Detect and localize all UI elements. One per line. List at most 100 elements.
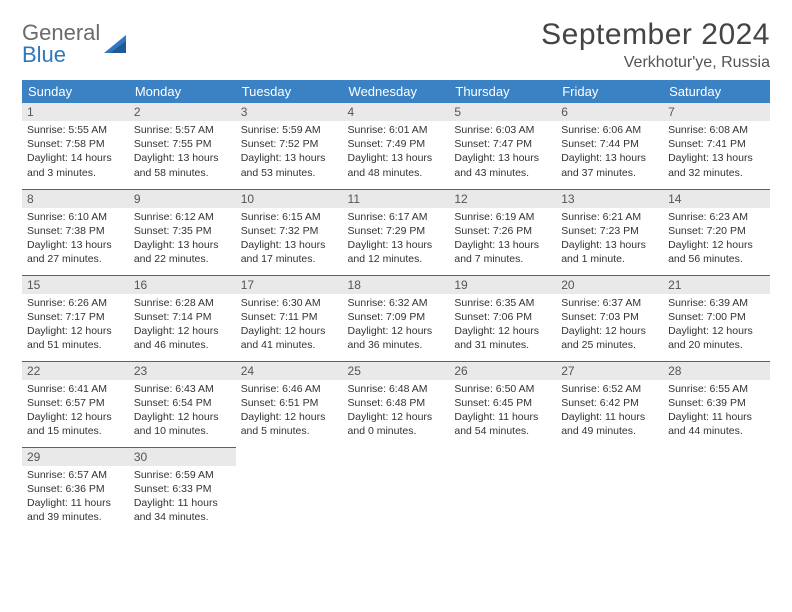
- daylight-line: Daylight: 13 hours and 12 minutes.: [348, 238, 445, 266]
- day-number: 4: [343, 103, 450, 121]
- day-details: Sunrise: 5:57 AMSunset: 7:55 PMDaylight:…: [129, 121, 236, 184]
- daylight-line: Daylight: 11 hours and 54 minutes.: [454, 410, 551, 438]
- sunrise-line: Sunrise: 6:39 AM: [668, 296, 765, 310]
- calendar-cell-empty: [343, 447, 450, 533]
- daylight-line: Daylight: 13 hours and 7 minutes.: [454, 238, 551, 266]
- day-number: 14: [663, 190, 770, 208]
- day-number: 23: [129, 362, 236, 380]
- day-number: 18: [343, 276, 450, 294]
- calendar-cell: 24Sunrise: 6:46 AMSunset: 6:51 PMDayligh…: [236, 361, 343, 447]
- calendar-cell: 13Sunrise: 6:21 AMSunset: 7:23 PMDayligh…: [556, 189, 663, 275]
- sunrise-line: Sunrise: 6:52 AM: [561, 382, 658, 396]
- calendar-cell: 3Sunrise: 5:59 AMSunset: 7:52 PMDaylight…: [236, 103, 343, 189]
- sunrise-line: Sunrise: 6:15 AM: [241, 210, 338, 224]
- daylight-line: Daylight: 13 hours and 58 minutes.: [134, 151, 231, 179]
- daylight-line: Daylight: 13 hours and 22 minutes.: [134, 238, 231, 266]
- brand-logo: General Blue: [22, 18, 132, 66]
- sunset-line: Sunset: 7:17 PM: [27, 310, 124, 324]
- day-details: Sunrise: 6:48 AMSunset: 6:48 PMDaylight:…: [343, 380, 450, 443]
- calendar-cell: 25Sunrise: 6:48 AMSunset: 6:48 PMDayligh…: [343, 361, 450, 447]
- day-details: Sunrise: 6:10 AMSunset: 7:38 PMDaylight:…: [22, 208, 129, 271]
- sunset-line: Sunset: 7:44 PM: [561, 137, 658, 151]
- day-details: Sunrise: 6:57 AMSunset: 6:36 PMDaylight:…: [22, 466, 129, 529]
- day-number: 20: [556, 276, 663, 294]
- daylight-line: Daylight: 12 hours and 5 minutes.: [241, 410, 338, 438]
- sunrise-line: Sunrise: 6:10 AM: [27, 210, 124, 224]
- day-details: Sunrise: 6:15 AMSunset: 7:32 PMDaylight:…: [236, 208, 343, 271]
- daylight-line: Daylight: 13 hours and 17 minutes.: [241, 238, 338, 266]
- day-number: 5: [449, 103, 556, 121]
- daylight-line: Daylight: 12 hours and 31 minutes.: [454, 324, 551, 352]
- calendar-cell: 2Sunrise: 5:57 AMSunset: 7:55 PMDaylight…: [129, 103, 236, 189]
- day-number: 15: [22, 276, 129, 294]
- sunset-line: Sunset: 7:47 PM: [454, 137, 551, 151]
- sunset-line: Sunset: 6:39 PM: [668, 396, 765, 410]
- daylight-line: Daylight: 12 hours and 10 minutes.: [134, 410, 231, 438]
- day-number: 11: [343, 190, 450, 208]
- daylight-line: Daylight: 13 hours and 53 minutes.: [241, 151, 338, 179]
- sunrise-line: Sunrise: 6:32 AM: [348, 296, 445, 310]
- calendar-cell: 11Sunrise: 6:17 AMSunset: 7:29 PMDayligh…: [343, 189, 450, 275]
- day-number: 3: [236, 103, 343, 121]
- calendar-cell: 8Sunrise: 6:10 AMSunset: 7:38 PMDaylight…: [22, 189, 129, 275]
- day-number: 28: [663, 362, 770, 380]
- day-details: Sunrise: 6:39 AMSunset: 7:00 PMDaylight:…: [663, 294, 770, 357]
- sunrise-line: Sunrise: 6:35 AM: [454, 296, 551, 310]
- calendar-cell: 26Sunrise: 6:50 AMSunset: 6:45 PMDayligh…: [449, 361, 556, 447]
- calendar-row: 15Sunrise: 6:26 AMSunset: 7:17 PMDayligh…: [22, 275, 770, 361]
- page-title: September 2024: [541, 18, 770, 52]
- calendar-cell: 21Sunrise: 6:39 AMSunset: 7:00 PMDayligh…: [663, 275, 770, 361]
- sunset-line: Sunset: 6:45 PM: [454, 396, 551, 410]
- sunset-line: Sunset: 7:52 PM: [241, 137, 338, 151]
- day-details: Sunrise: 6:01 AMSunset: 7:49 PMDaylight:…: [343, 121, 450, 184]
- sunrise-line: Sunrise: 6:50 AM: [454, 382, 551, 396]
- sunset-line: Sunset: 7:20 PM: [668, 224, 765, 238]
- day-details: Sunrise: 6:23 AMSunset: 7:20 PMDaylight:…: [663, 208, 770, 271]
- sunset-line: Sunset: 7:14 PM: [134, 310, 231, 324]
- sunset-line: Sunset: 7:35 PM: [134, 224, 231, 238]
- calendar-row: 29Sunrise: 6:57 AMSunset: 6:36 PMDayligh…: [22, 447, 770, 533]
- day-number: 6: [556, 103, 663, 121]
- sunset-line: Sunset: 7:09 PM: [348, 310, 445, 324]
- day-details: Sunrise: 6:52 AMSunset: 6:42 PMDaylight:…: [556, 380, 663, 443]
- sunrise-line: Sunrise: 6:19 AM: [454, 210, 551, 224]
- day-details: Sunrise: 5:59 AMSunset: 7:52 PMDaylight:…: [236, 121, 343, 184]
- sunrise-line: Sunrise: 5:59 AM: [241, 123, 338, 137]
- calendar-cell: 19Sunrise: 6:35 AMSunset: 7:06 PMDayligh…: [449, 275, 556, 361]
- sunset-line: Sunset: 7:23 PM: [561, 224, 658, 238]
- weekday-header-row: Sunday Monday Tuesday Wednesday Thursday…: [22, 80, 770, 103]
- calendar-cell: 29Sunrise: 6:57 AMSunset: 6:36 PMDayligh…: [22, 447, 129, 533]
- calendar-cell: 15Sunrise: 6:26 AMSunset: 7:17 PMDayligh…: [22, 275, 129, 361]
- sunset-line: Sunset: 7:58 PM: [27, 137, 124, 151]
- weekday-header: Tuesday: [236, 80, 343, 103]
- sunrise-line: Sunrise: 6:23 AM: [668, 210, 765, 224]
- sunrise-line: Sunrise: 6:48 AM: [348, 382, 445, 396]
- sunrise-line: Sunrise: 6:59 AM: [134, 468, 231, 482]
- sunrise-line: Sunrise: 6:43 AM: [134, 382, 231, 396]
- calendar-cell-empty: [663, 447, 770, 533]
- sunset-line: Sunset: 7:29 PM: [348, 224, 445, 238]
- daylight-line: Daylight: 12 hours and 56 minutes.: [668, 238, 765, 266]
- day-number: 1: [22, 103, 129, 121]
- day-number: 17: [236, 276, 343, 294]
- sunset-line: Sunset: 7:11 PM: [241, 310, 338, 324]
- calendar-cell: 16Sunrise: 6:28 AMSunset: 7:14 PMDayligh…: [129, 275, 236, 361]
- sunset-line: Sunset: 6:33 PM: [134, 482, 231, 496]
- weekday-header: Monday: [129, 80, 236, 103]
- day-details: Sunrise: 5:55 AMSunset: 7:58 PMDaylight:…: [22, 121, 129, 184]
- calendar-table: Sunday Monday Tuesday Wednesday Thursday…: [22, 80, 770, 533]
- day-details: Sunrise: 6:03 AMSunset: 7:47 PMDaylight:…: [449, 121, 556, 184]
- day-details: Sunrise: 6:50 AMSunset: 6:45 PMDaylight:…: [449, 380, 556, 443]
- sunrise-line: Sunrise: 6:55 AM: [668, 382, 765, 396]
- day-details: Sunrise: 6:06 AMSunset: 7:44 PMDaylight:…: [556, 121, 663, 184]
- calendar-cell: 18Sunrise: 6:32 AMSunset: 7:09 PMDayligh…: [343, 275, 450, 361]
- sunset-line: Sunset: 7:03 PM: [561, 310, 658, 324]
- day-details: Sunrise: 6:19 AMSunset: 7:26 PMDaylight:…: [449, 208, 556, 271]
- day-details: Sunrise: 6:43 AMSunset: 6:54 PMDaylight:…: [129, 380, 236, 443]
- daylight-line: Daylight: 12 hours and 51 minutes.: [27, 324, 124, 352]
- calendar-cell: 4Sunrise: 6:01 AMSunset: 7:49 PMDaylight…: [343, 103, 450, 189]
- sunset-line: Sunset: 7:55 PM: [134, 137, 231, 151]
- day-details: Sunrise: 6:59 AMSunset: 6:33 PMDaylight:…: [129, 466, 236, 529]
- sunrise-line: Sunrise: 6:03 AM: [454, 123, 551, 137]
- sunrise-line: Sunrise: 6:12 AM: [134, 210, 231, 224]
